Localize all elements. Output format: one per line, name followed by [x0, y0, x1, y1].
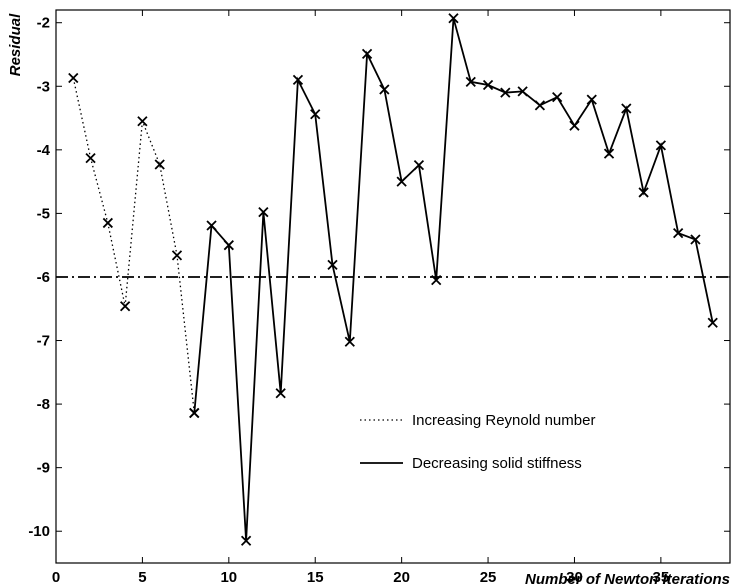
y-tick-label: -2	[37, 15, 50, 32]
y-tick-label: -6	[37, 269, 50, 286]
data-point-marker	[690, 234, 701, 245]
data-point-marker	[102, 217, 113, 229]
x-tick-label: 20	[393, 569, 410, 586]
data-point-marker	[275, 388, 286, 399]
x-tick-labels: 0 5 10 15 20 25 30 35	[52, 569, 669, 586]
data-point-marker	[327, 259, 338, 271]
y-tick-label: -10	[28, 523, 50, 540]
legend-label-decreasing-stiffness: Decreasing solid stiffness	[412, 455, 582, 472]
data-point-marker	[292, 74, 304, 86]
legend-label-increasing-reynold: Increasing Reynold number	[412, 412, 595, 429]
data-point-marker	[206, 220, 217, 231]
data-point-marker	[240, 535, 252, 546]
data-point-marker	[361, 48, 373, 59]
data-point-marker	[482, 79, 494, 91]
x-tick-label: 10	[220, 569, 237, 586]
data-point-marker	[171, 250, 183, 261]
data-point-marker	[223, 240, 234, 251]
data-point-marker	[85, 152, 96, 164]
data-point-marker	[396, 176, 407, 187]
axis-ticks	[55, 10, 730, 563]
data-point-marker	[517, 86, 528, 97]
data-point-marker	[379, 84, 390, 95]
x-axis-label: Number of Newton Iterations	[525, 571, 730, 588]
data-point-marker	[344, 336, 355, 347]
y-tick-label: -4	[37, 142, 51, 159]
series-group	[68, 13, 718, 546]
data-point-marker	[68, 72, 79, 84]
legend: Increasing Reynold number Decreasing sol…	[360, 412, 595, 472]
x-tick-label: 25	[480, 569, 497, 586]
data-point-marker	[500, 87, 511, 98]
y-tick-label: -7	[37, 333, 50, 350]
x-tick-label: 5	[138, 569, 146, 586]
data-point-marker	[569, 120, 580, 131]
x-tick-label: 15	[307, 569, 324, 586]
x-tick-label: 0	[52, 569, 60, 586]
data-point-marker	[603, 148, 615, 159]
data-point-marker	[119, 301, 131, 312]
y-tick-label: -8	[37, 396, 50, 413]
data-point-marker	[621, 103, 632, 114]
data-point-marker	[673, 227, 684, 239]
data-point-marker	[154, 159, 165, 170]
data-point-marker	[707, 317, 718, 328]
data-point-marker	[586, 94, 597, 105]
y-tick-label: -3	[37, 78, 50, 95]
y-tick-labels: -2 -3 -4 -5 -6 -7 -8 -9 -10	[28, 15, 50, 541]
plot-area: 0 5 10 15 20 25 30 35 -2 -3 -4 -5 -6 -7 -8 -9 -10	[28, 9, 731, 586]
series-1	[189, 13, 718, 546]
data-point-marker	[258, 206, 269, 218]
data-point-marker	[534, 100, 546, 111]
x-tick-label: 30	[566, 569, 583, 586]
y-axis-label: Residual	[7, 13, 24, 76]
data-point-marker	[413, 159, 425, 171]
data-point-marker	[552, 91, 563, 103]
data-point-marker	[465, 76, 476, 87]
series-line-0	[72, 77, 195, 414]
data-point-marker	[448, 13, 459, 24]
data-point-marker	[310, 109, 321, 120]
x-tick-label: 35	[653, 569, 670, 586]
data-point-marker	[638, 187, 649, 198]
data-point-marker	[655, 140, 667, 151]
y-tick-label: -5	[37, 205, 50, 222]
series-0	[68, 72, 200, 419]
data-point-marker	[431, 275, 442, 286]
data-point-marker	[137, 116, 148, 127]
y-tick-label: -9	[37, 460, 50, 477]
plot-frame	[55, 9, 731, 564]
data-point-marker	[189, 407, 200, 419]
